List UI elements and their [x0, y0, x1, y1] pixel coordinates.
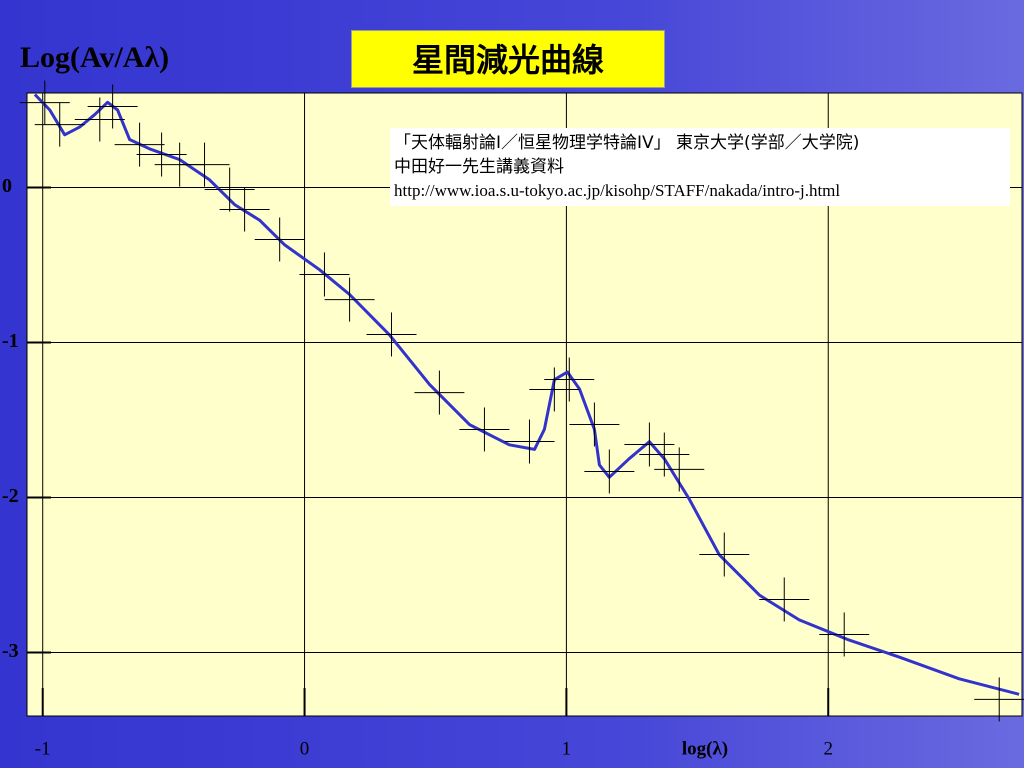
chart-title: 星間減光曲線: [351, 30, 665, 88]
y-axis-label: Log(Av/Aλ): [20, 41, 169, 74]
observed-point: [459, 407, 510, 452]
note-line: 中田好一先生講義資料: [394, 157, 564, 177]
observed-point: [114, 122, 165, 167]
observed-point: [179, 142, 230, 187]
x-tick-label: 1: [562, 738, 572, 759]
x-tick-label: 2: [823, 738, 833, 759]
observed-point: [204, 167, 255, 212]
observed-point: [254, 217, 305, 262]
note-line: http://www.ioa.s.u-tokyo.ac.jp/kisohp/ST…: [394, 181, 841, 200]
observed-point: [34, 102, 85, 147]
observed-point: [654, 447, 705, 492]
y-tick-label: -2: [2, 485, 19, 507]
observed-point: [136, 132, 187, 177]
observed-point: [624, 422, 675, 467]
y-tick-label: 0: [2, 175, 12, 197]
observed-point: [759, 577, 810, 622]
observed-point: [219, 187, 270, 232]
observed-point: [569, 402, 620, 447]
observed-point: [324, 277, 375, 322]
x-tick-label: -1: [35, 738, 51, 759]
observed-point: [299, 252, 350, 297]
observed-point: [366, 312, 417, 357]
observed-point: [974, 677, 1024, 722]
y-tick-label: -3: [2, 640, 19, 662]
x-axis-label: log(λ): [682, 738, 728, 759]
observed-point: [504, 419, 555, 464]
y-tick-label: -1: [2, 330, 19, 352]
x-tick-label: 0: [300, 738, 310, 759]
observed-point: [819, 612, 870, 657]
observed-point: [74, 97, 125, 142]
observed-point: [699, 532, 750, 577]
observed-point: [529, 367, 580, 412]
source-note: 「天体輻射論I／恒星物理学特論IV」 東京大学(学部／大学院) 中田好一先生講義…: [390, 128, 1010, 206]
observed-point: [584, 449, 635, 494]
observed-point: [87, 84, 138, 129]
observed-point: [544, 357, 595, 402]
observed-point: [19, 80, 70, 125]
note-line: 「天体輻射論I／恒星物理学特論IV」 東京大学(学部／大学院): [394, 133, 860, 153]
observed-point: [414, 370, 465, 415]
